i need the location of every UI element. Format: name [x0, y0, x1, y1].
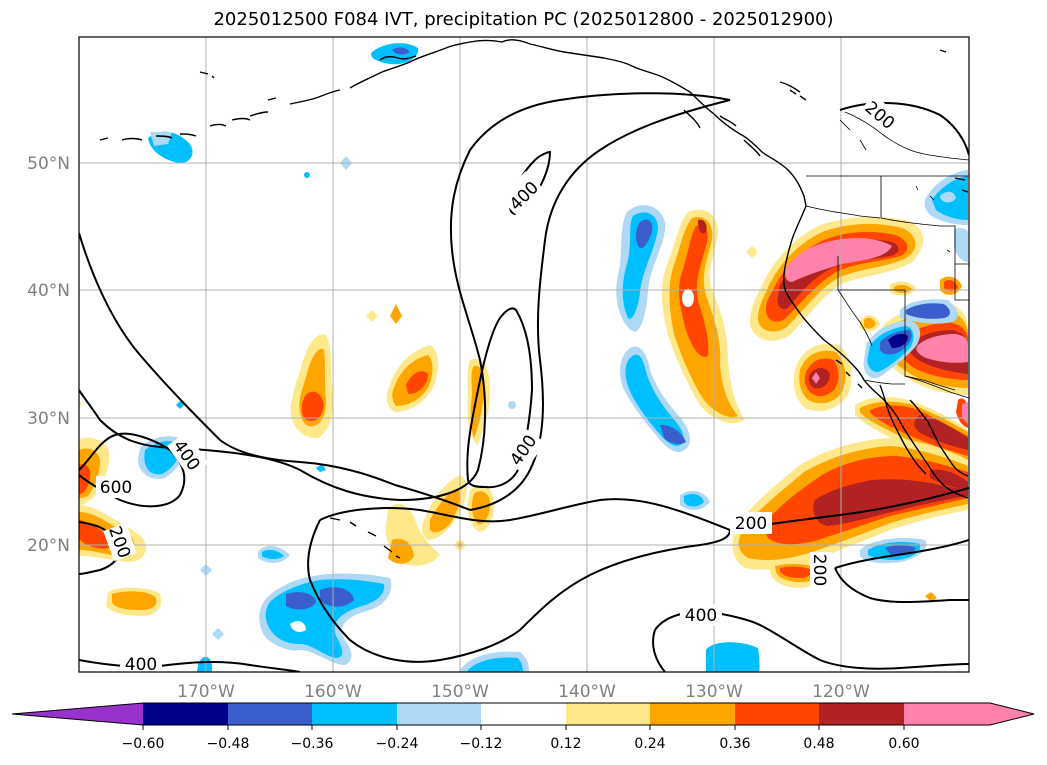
colorbar-bin	[735, 703, 819, 725]
lon-label: 130°W	[685, 682, 743, 702]
lon-axis-labels: 170°W 160°W 150°W 140°W 130°W 120°W	[177, 682, 870, 702]
map-area: 400 400 600 400 200 200 200 400 400 200	[79, 37, 969, 675]
contour-label: 200	[735, 514, 767, 534]
colorbar-tick-label: 0.36	[719, 736, 750, 752]
colorbar-bin	[481, 703, 566, 725]
lat-label: 20°N	[27, 536, 70, 556]
colorbar-bin	[228, 703, 312, 725]
colorbar-bin	[397, 703, 481, 725]
colorbar-bin	[143, 703, 228, 725]
colorbar-bin	[566, 703, 650, 725]
map-frame	[78, 36, 970, 673]
colorbar-extend-min	[12, 703, 143, 725]
colorbar-tick-label: 0.48	[803, 736, 834, 752]
map-title: 2025012500 F084 IVT, precipitation PC (2…	[213, 9, 834, 30]
colorbar-tick-label: −0.60	[122, 736, 165, 752]
colorbar-tick-label: −0.48	[207, 736, 250, 752]
colorbar-tick-label: 0.60	[888, 736, 919, 752]
ivt-contour-labels: 400 400 600 400 200 200 200 400 400 200	[96, 94, 902, 675]
lon-label: 140°W	[558, 682, 616, 702]
colorbar-tick-label: 0.12	[550, 736, 581, 752]
colorbar: −0.60 −0.48 −0.36 −0.24 −0.12 0.12 0.24 …	[11, 702, 1035, 752]
contour-label: 200	[809, 554, 829, 586]
contour-label: 600	[100, 478, 132, 498]
lon-label: 120°W	[812, 682, 870, 702]
colorbar-extend-max	[904, 703, 1034, 725]
precip-shading	[79, 43, 968, 672]
lon-label: 150°W	[431, 682, 489, 702]
colorbar-tick-label: 0.24	[634, 736, 665, 752]
colorbar-tick-label: −0.36	[291, 736, 334, 752]
graticule	[79, 37, 969, 672]
colorbar-bin	[650, 703, 735, 725]
lat-axis-labels: 50°N 40°N 30°N 20°N	[27, 154, 70, 556]
colorbar-bin	[312, 703, 397, 725]
colorbar-tick-label: −0.24	[376, 736, 419, 752]
colorbar-tick-label: −0.12	[460, 736, 503, 752]
lon-label: 170°W	[177, 682, 235, 702]
lat-label: 40°N	[27, 281, 70, 301]
contour-label: 400	[125, 655, 157, 675]
lon-label: 160°W	[304, 682, 362, 702]
lat-label: 50°N	[27, 154, 70, 174]
political-borders	[805, 111, 969, 399]
lat-label: 30°N	[27, 409, 70, 429]
colorbar-bin	[819, 703, 904, 725]
contour-label: 400	[685, 606, 717, 626]
